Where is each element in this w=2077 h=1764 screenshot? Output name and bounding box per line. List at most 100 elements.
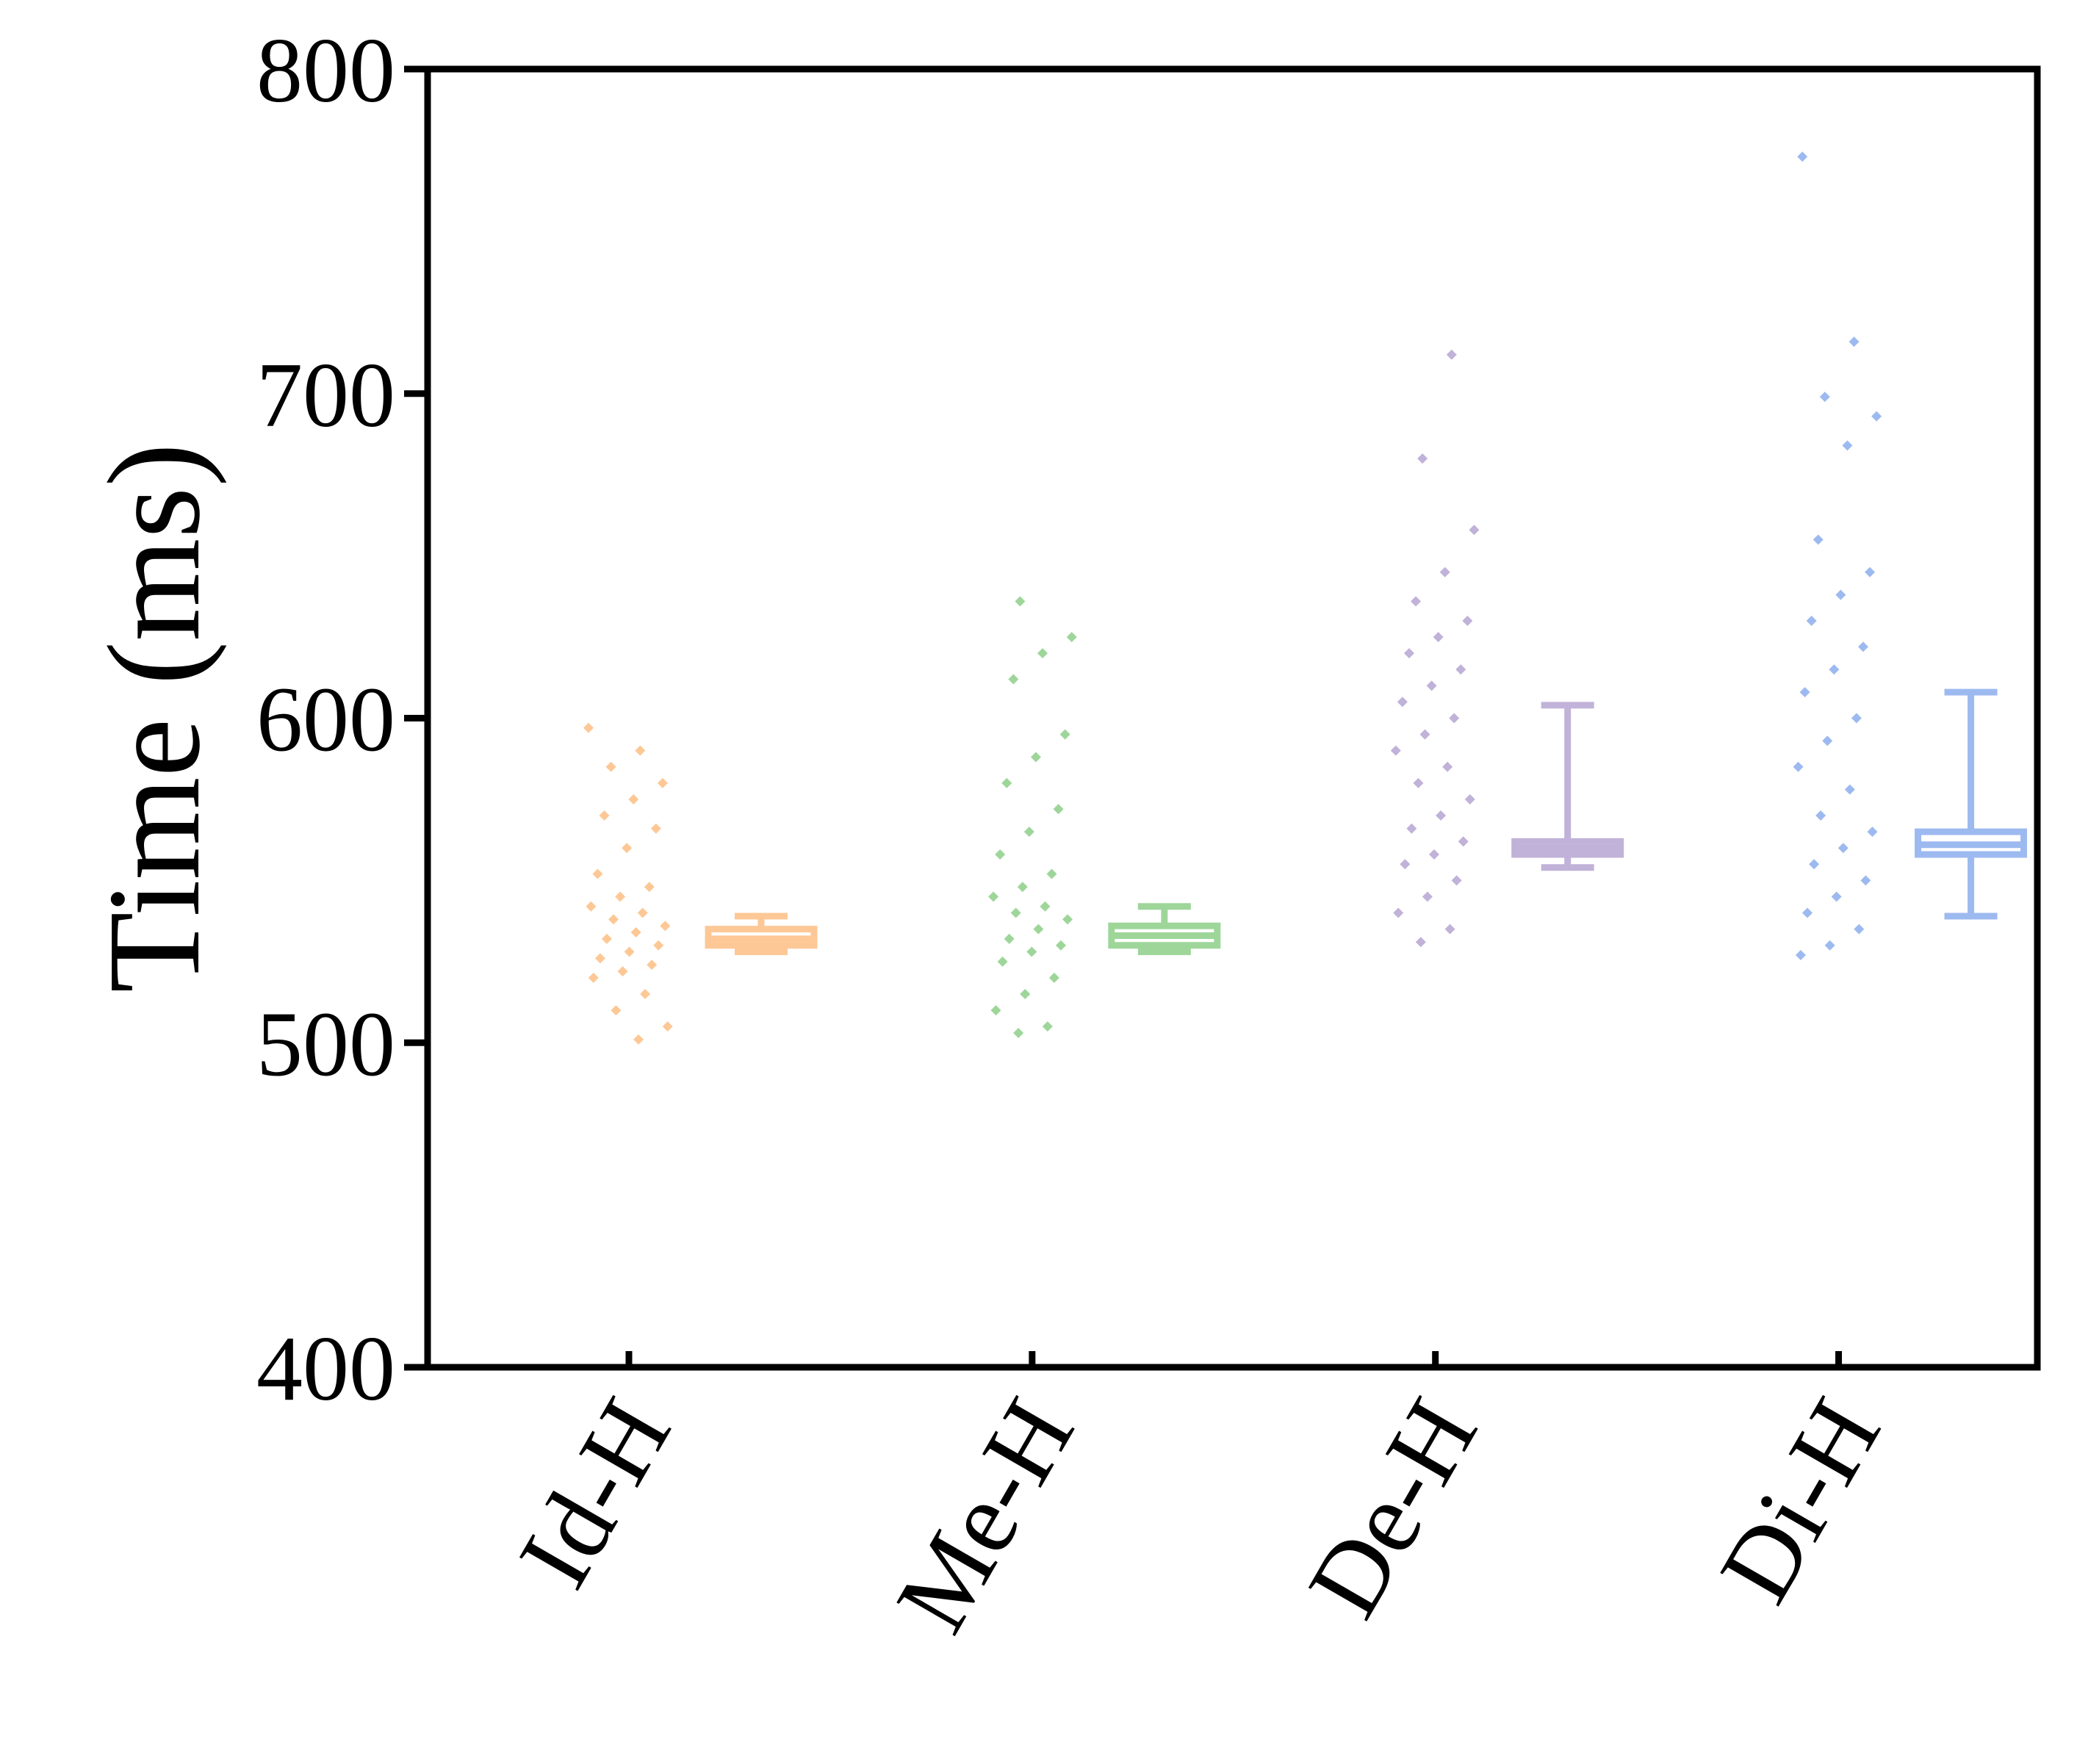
data-point — [1865, 566, 1876, 577]
data-point — [1397, 696, 1408, 708]
y-tick-label: 700 — [256, 345, 395, 447]
data-point — [1026, 946, 1037, 957]
data-point — [630, 927, 641, 938]
data-point — [1469, 525, 1480, 536]
data-point — [1010, 907, 1021, 918]
data-point — [1001, 777, 1012, 788]
data-point — [1799, 687, 1810, 698]
data-point — [608, 914, 619, 925]
data-point — [1455, 664, 1466, 675]
plot-frame — [424, 65, 2041, 1371]
data-point — [1415, 937, 1426, 948]
data-point — [650, 823, 661, 834]
y-tick-label: 500 — [256, 993, 395, 1095]
data-point — [1017, 882, 1028, 893]
data-point — [1033, 924, 1044, 935]
x-tick-label: Id-H — [497, 1380, 692, 1605]
data-point — [1390, 745, 1401, 756]
data-point — [1849, 336, 1860, 348]
data-point — [1015, 596, 1026, 607]
data-point — [657, 777, 668, 788]
data-point — [1824, 940, 1835, 951]
data-point — [622, 843, 633, 854]
data-point — [1819, 392, 1830, 403]
data-point — [1422, 891, 1433, 902]
data-point — [605, 761, 616, 772]
data-point — [1066, 632, 1077, 643]
data-point — [1439, 566, 1450, 577]
data-point — [1444, 924, 1455, 935]
x-tick-label: Di-H — [1698, 1380, 1902, 1621]
data-point — [1449, 713, 1460, 724]
data-point — [1446, 349, 1457, 360]
data-point — [988, 891, 999, 902]
data-point — [611, 1005, 622, 1016]
y-tick-label: 400 — [256, 1318, 395, 1420]
y-tick-label: 800 — [256, 20, 395, 122]
data-point — [1464, 793, 1475, 804]
data-point — [1806, 615, 1817, 626]
data-point — [594, 953, 605, 964]
data-point — [997, 956, 1008, 967]
data-point — [1851, 713, 1862, 724]
data-point — [990, 1005, 1001, 1016]
data-point — [1451, 875, 1462, 886]
data-point — [1860, 875, 1871, 886]
data-point — [637, 907, 648, 918]
data-point — [1813, 534, 1824, 545]
y-tick-label: 600 — [256, 669, 395, 771]
data-point — [1837, 843, 1849, 854]
data-point — [586, 901, 597, 912]
data-point — [1004, 933, 1015, 944]
data-point — [601, 933, 612, 944]
data-point — [1829, 664, 1840, 675]
data-point — [662, 1021, 673, 1032]
data-point — [1857, 641, 1868, 652]
data-point — [1835, 589, 1846, 600]
data-point — [1417, 453, 1428, 464]
data-point — [1436, 810, 1447, 821]
x-tick-label: Me-H — [874, 1380, 1095, 1650]
data-point — [1842, 440, 1853, 451]
y-axis-title: Time (ms) — [81, 443, 227, 993]
data-point — [647, 960, 658, 971]
data-point — [1433, 632, 1444, 643]
data-point — [1013, 1027, 1024, 1038]
data-point — [1400, 859, 1411, 870]
data-point — [1867, 827, 1878, 838]
data-point — [1037, 648, 1048, 659]
data-point — [599, 810, 610, 821]
data-point — [1023, 827, 1034, 838]
data-point — [1844, 784, 1855, 795]
data-point — [617, 966, 628, 977]
data-point — [1871, 411, 1882, 422]
data-point — [1426, 680, 1437, 691]
data-point — [1053, 804, 1064, 815]
data-point — [1008, 674, 1019, 685]
data-point — [1406, 823, 1417, 834]
data-point — [633, 1034, 644, 1045]
data-point — [1055, 940, 1066, 951]
data-point — [1797, 151, 1808, 162]
data-point — [1411, 596, 1422, 607]
data-point — [1822, 735, 1833, 746]
x-tick-label: De-H — [1286, 1380, 1500, 1635]
data-point — [592, 868, 603, 879]
data-point — [1809, 859, 1820, 870]
data-point — [1020, 988, 1031, 999]
data-point — [1854, 924, 1865, 935]
data-point — [1048, 972, 1059, 983]
data-point — [588, 972, 599, 983]
data-point — [615, 891, 626, 902]
data-point — [1046, 868, 1057, 879]
data-point — [1815, 810, 1826, 821]
data-point — [1442, 761, 1453, 772]
data-point — [1462, 615, 1473, 626]
data-point — [1042, 1021, 1053, 1032]
data-point — [1413, 777, 1424, 788]
data-point — [624, 946, 635, 957]
data-point — [583, 722, 594, 733]
data-point — [995, 849, 1006, 860]
data-point — [1393, 907, 1404, 918]
